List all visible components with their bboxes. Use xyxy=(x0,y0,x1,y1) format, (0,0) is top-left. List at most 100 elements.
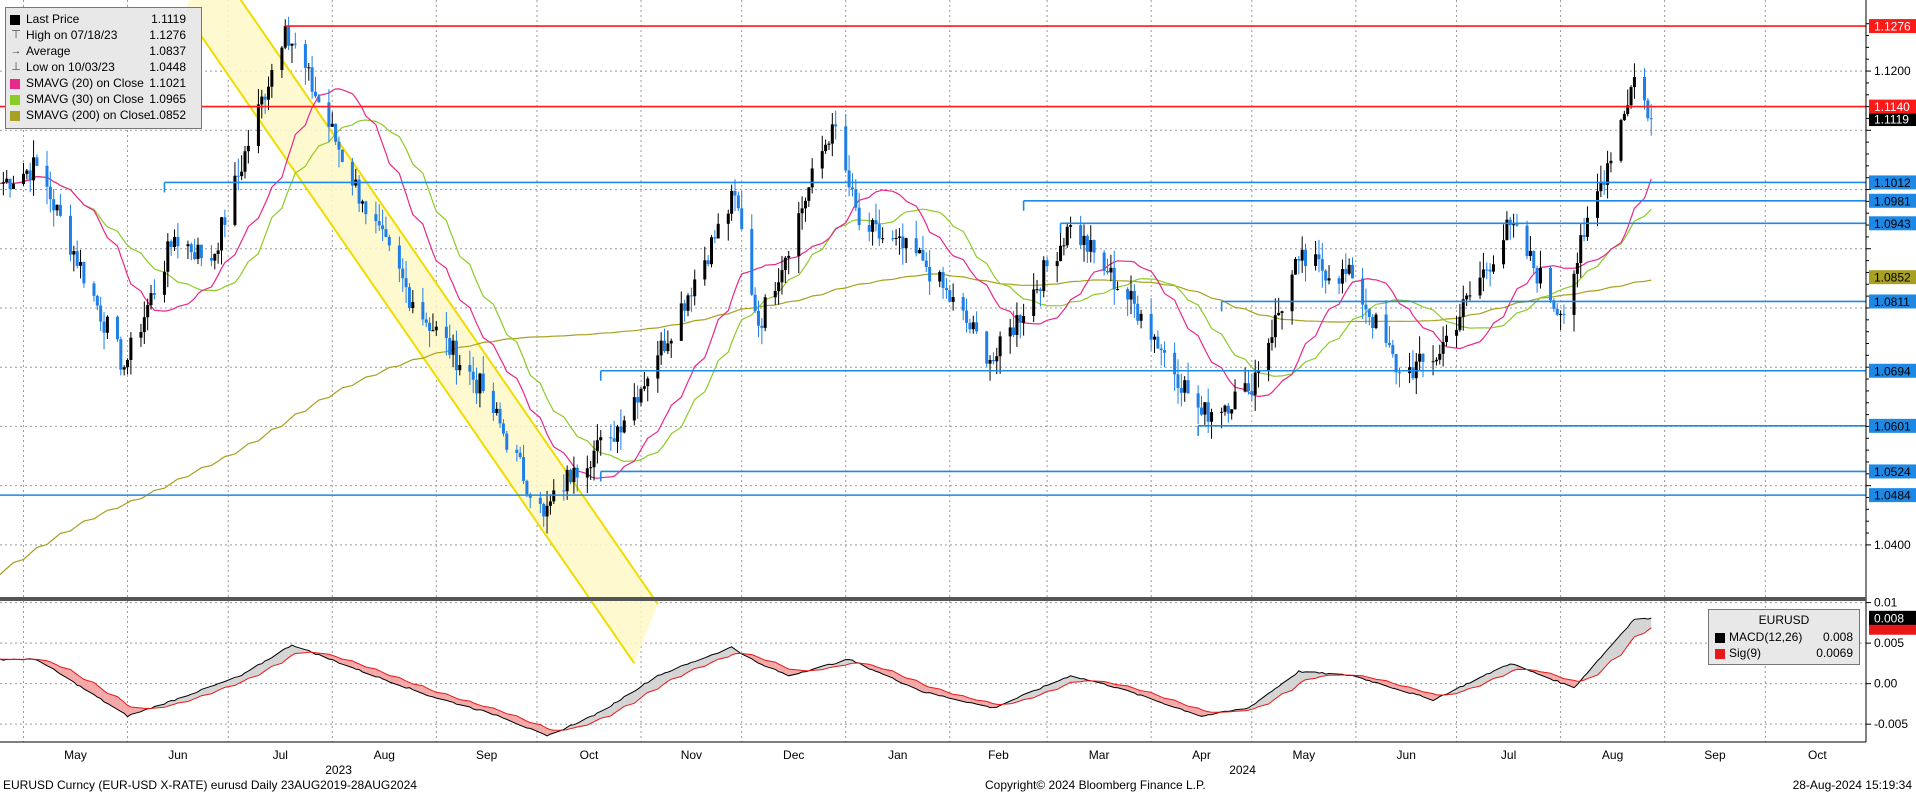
blue-level-label: 1.0694 xyxy=(1869,363,1916,378)
candle-body xyxy=(740,208,744,229)
axis-labels: 1.1200 1.0400 1.1012 1.0981 1.0943 1.0811 1.06… xyxy=(64,19,1916,777)
candle-body xyxy=(525,480,529,495)
red-level-label: 1.1140 xyxy=(1869,99,1916,114)
macd-legend: EURUSD MACD(12,26) 0.008 Sig(9) 0.0069 xyxy=(1708,609,1860,665)
macd-fill xyxy=(691,661,695,671)
legend-label: SMAVG (20) on Close xyxy=(26,76,144,90)
candle-body xyxy=(387,236,391,246)
macd-fill xyxy=(1553,674,1558,681)
level-badge-text: 1.1012 xyxy=(1874,176,1911,190)
macd-fill xyxy=(637,686,642,701)
macd-fill xyxy=(1624,627,1628,651)
level-badge-bg xyxy=(1869,418,1916,433)
candle-body xyxy=(642,386,646,389)
candle-body xyxy=(209,258,213,261)
candle-body xyxy=(1300,249,1304,261)
candle-body xyxy=(1210,412,1214,422)
candle-body xyxy=(1199,407,1203,415)
candle-body xyxy=(1012,327,1016,335)
candle-body xyxy=(1646,100,1650,119)
macd-fill xyxy=(516,715,521,726)
candle-body xyxy=(1032,289,1036,316)
macd-fill xyxy=(385,673,390,683)
candle-body xyxy=(914,238,918,254)
macd-fill xyxy=(1557,675,1561,684)
macd-legend-row: MACD(12,26) 0.008 xyxy=(1715,630,1853,645)
candle-body xyxy=(421,302,425,320)
month-label: Oct xyxy=(580,748,599,762)
candle-body xyxy=(518,452,522,458)
macd-fill xyxy=(187,694,192,702)
candle-body xyxy=(1102,252,1106,271)
candle-body xyxy=(659,340,663,356)
candle-body xyxy=(1441,342,1445,354)
candle-body xyxy=(1602,182,1606,185)
candle-body xyxy=(1022,315,1026,323)
candle-body xyxy=(1082,235,1086,246)
macd-fill xyxy=(1399,685,1410,694)
candle-body xyxy=(783,257,787,271)
legend-value: 1.0448 xyxy=(149,60,186,74)
candle-body xyxy=(1559,313,1563,315)
macd-fill xyxy=(540,724,544,735)
macd-fill xyxy=(1057,680,1061,690)
candle-body xyxy=(1253,372,1257,395)
candle-body xyxy=(1606,163,1610,185)
macd-fill xyxy=(624,691,635,707)
candle-body xyxy=(169,241,173,248)
candle-body xyxy=(1351,264,1355,279)
macd-fill xyxy=(1016,696,1021,703)
month-label: Dec xyxy=(783,748,804,762)
candle-body xyxy=(585,468,589,478)
macd-fill xyxy=(1466,683,1470,690)
candle-body xyxy=(350,161,354,186)
candle-body xyxy=(736,195,740,209)
macd-fill xyxy=(949,693,954,699)
candle-body xyxy=(1535,268,1539,284)
candle-body xyxy=(1183,380,1187,393)
candle-body xyxy=(867,225,871,232)
macd-fill xyxy=(1131,687,1135,693)
macd-fill xyxy=(379,670,383,679)
macd-fill xyxy=(140,707,145,712)
candle-body xyxy=(1038,289,1042,292)
candle-body xyxy=(1515,224,1519,226)
candle-body xyxy=(1371,316,1375,329)
candle-body xyxy=(847,170,851,188)
candle-body xyxy=(1438,353,1442,360)
legend-label: Low on 10/03/23 xyxy=(26,60,115,74)
candle-body xyxy=(115,316,119,340)
month-label: Sep xyxy=(1704,748,1726,762)
candle-body xyxy=(105,316,109,333)
level-badge-text: 1.0694 xyxy=(1874,364,1911,378)
level-badge-text: 1.1119 xyxy=(1874,113,1909,127)
level-badge-bg xyxy=(1869,112,1916,127)
macd-fill xyxy=(849,659,853,664)
macd-fill xyxy=(1302,671,1306,682)
macd-fill xyxy=(1490,671,1494,681)
macd-fill xyxy=(258,663,262,676)
candle-body xyxy=(1106,270,1110,273)
macd-fill xyxy=(1157,695,1162,703)
macd-fill xyxy=(352,660,356,670)
macd-fill xyxy=(1037,688,1041,697)
candle-body xyxy=(334,123,338,142)
candle-body xyxy=(95,295,99,306)
macd-fill xyxy=(483,706,494,715)
candle-body xyxy=(619,426,623,433)
candle-body xyxy=(122,367,126,370)
macd-fill xyxy=(1597,657,1601,676)
macd-fill xyxy=(214,683,219,693)
candle-body xyxy=(1391,345,1395,355)
macd-fill xyxy=(1480,675,1484,687)
macd-fill xyxy=(899,674,903,684)
candle-body xyxy=(431,330,435,332)
candle-body xyxy=(562,490,566,492)
candle-body xyxy=(1421,353,1425,362)
macd-fill xyxy=(946,691,950,699)
macd-fill xyxy=(788,669,799,676)
candle-body xyxy=(1277,312,1281,316)
candle-body xyxy=(995,356,999,362)
candle-body xyxy=(1502,240,1506,265)
macd-fill xyxy=(1392,683,1397,689)
